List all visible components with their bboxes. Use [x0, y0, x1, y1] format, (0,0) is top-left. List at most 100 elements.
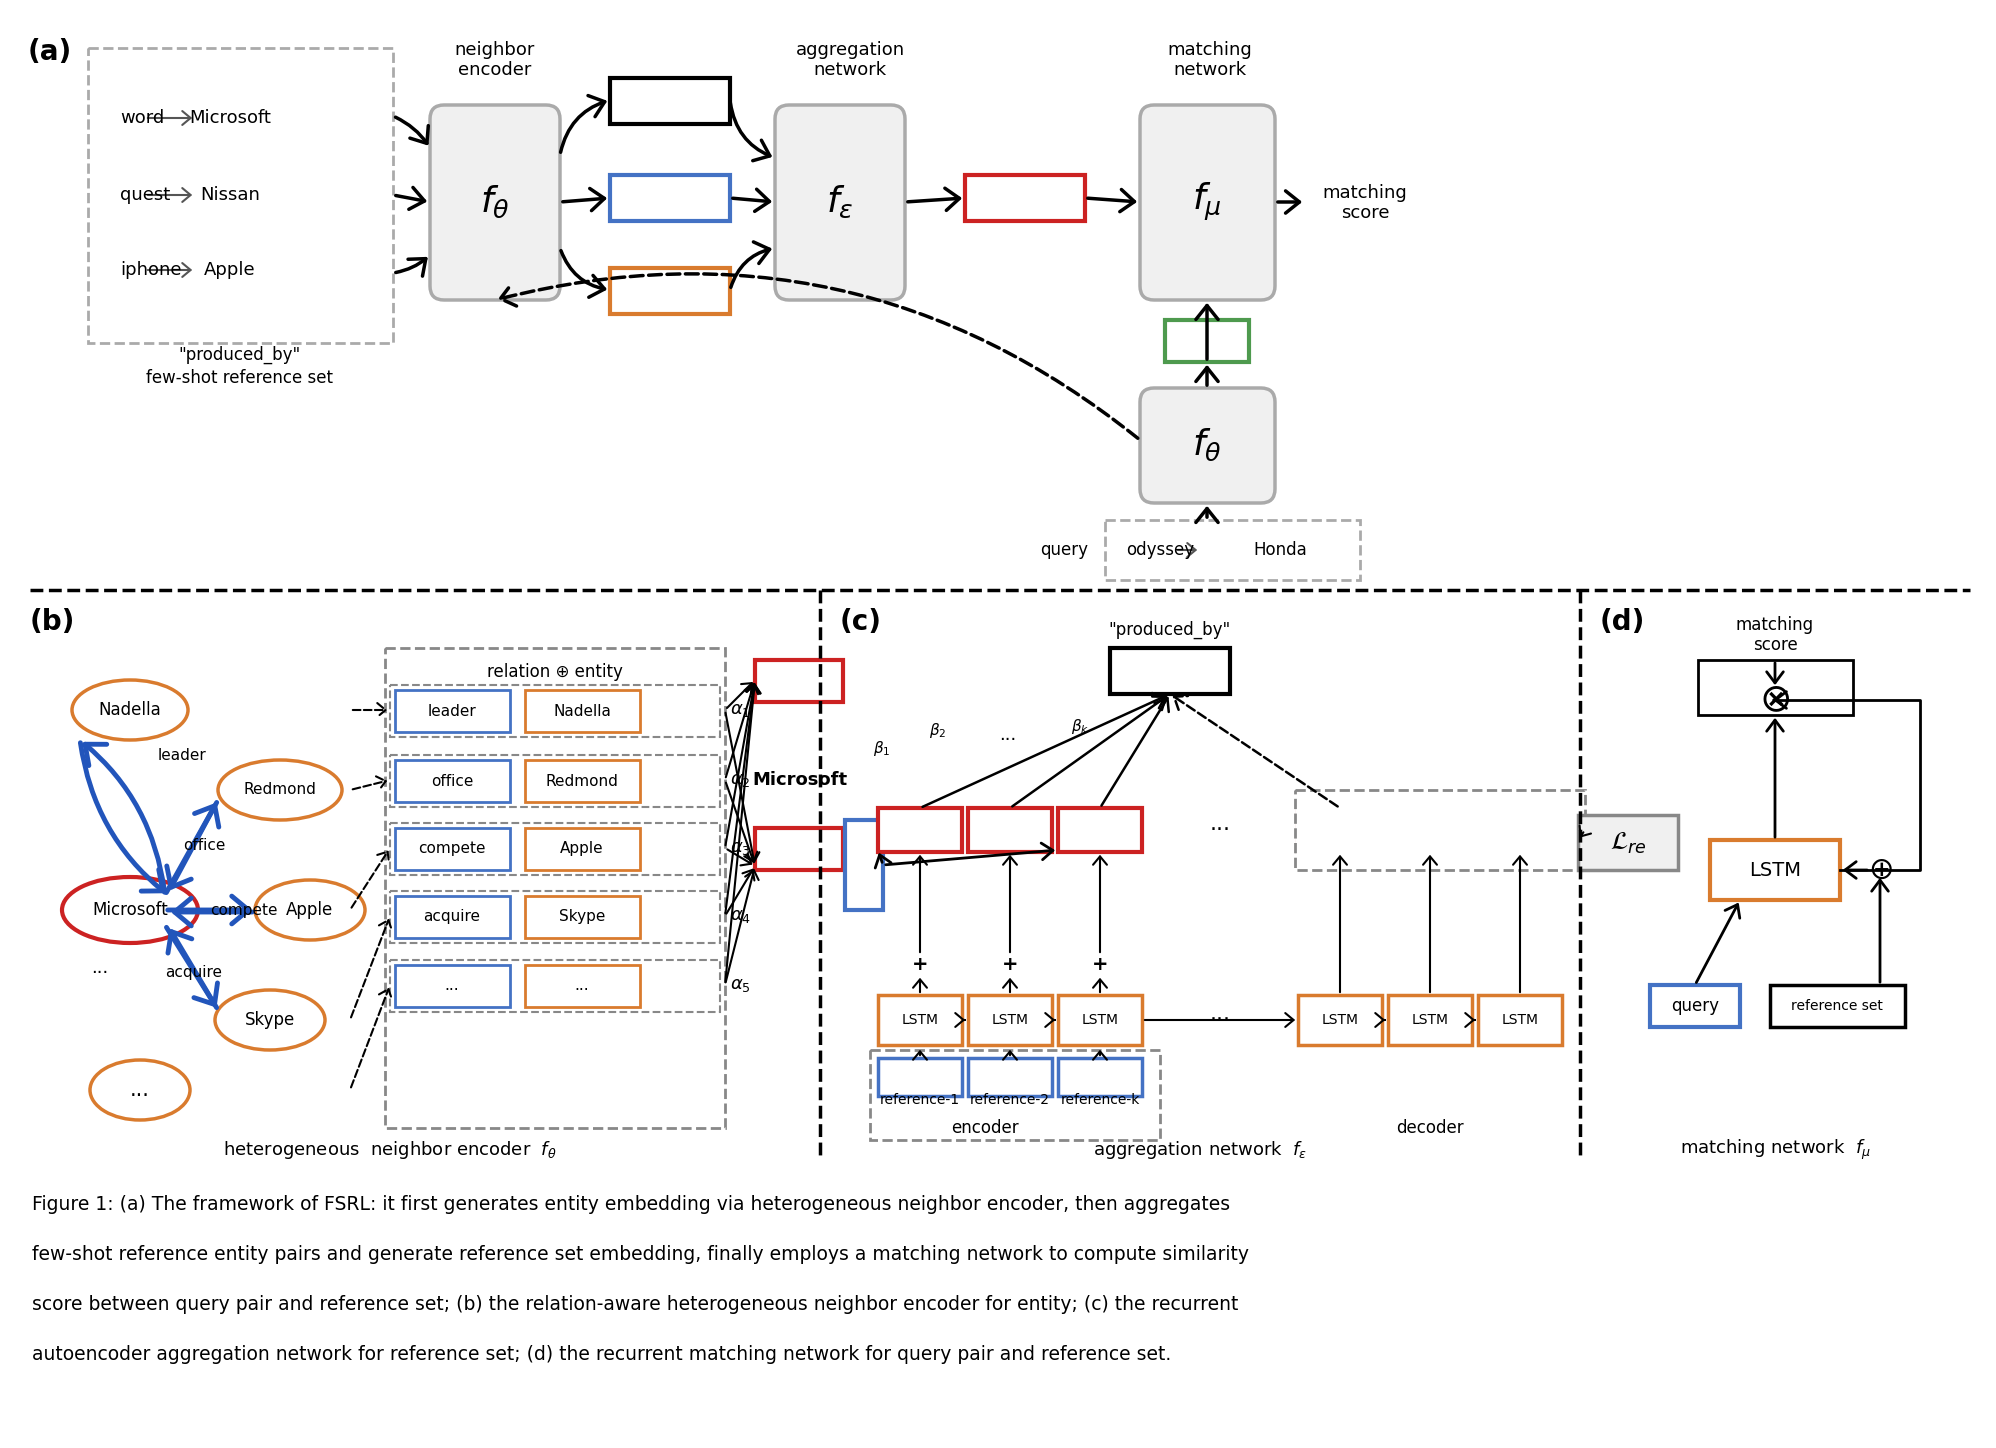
Bar [395, 691, 511, 733]
Bar [395, 896, 511, 938]
Bar [385, 649, 725, 1128]
Text: $\otimes$: $\otimes$ [1760, 681, 1790, 720]
Bar [525, 691, 641, 733]
Text: reference set: reference set [1790, 999, 1882, 1014]
Bar [389, 685, 721, 737]
Text: query: query [1040, 542, 1088, 559]
Text: LSTM: LSTM [1748, 860, 1800, 879]
Bar [611, 175, 731, 222]
Text: Honda: Honda [1253, 542, 1307, 559]
Text: ...: ... [92, 959, 108, 977]
FancyBboxPatch shape [429, 106, 561, 300]
Bar [1058, 1058, 1142, 1096]
Bar [870, 1050, 1160, 1140]
Text: (d): (d) [1601, 608, 1645, 636]
Text: $\beta_k$: $\beta_k$ [1072, 717, 1090, 736]
Text: matching network  $f_{\mu}$: matching network $f_{\mu}$ [1679, 1138, 1870, 1163]
Text: $\alpha_3$: $\alpha_3$ [731, 838, 750, 857]
Text: acquire: acquire [423, 909, 481, 924]
Text: aggregation: aggregation [796, 41, 904, 59]
Bar [525, 760, 641, 802]
Text: Figure 1: (a) The framework of FSRL: it first generates entity embedding via het: Figure 1: (a) The framework of FSRL: it … [32, 1195, 1230, 1213]
Text: +: + [1002, 956, 1018, 975]
Ellipse shape [72, 681, 188, 740]
Text: matching: matching [1168, 41, 1251, 59]
Text: matching: matching [1323, 184, 1407, 203]
Text: +: + [1092, 956, 1108, 975]
Bar [968, 1058, 1052, 1096]
Text: LSTM: LSTM [1321, 1014, 1359, 1027]
Bar [1058, 995, 1142, 1045]
Text: Nissan: Nissan [200, 185, 259, 204]
Text: Redmond: Redmond [545, 773, 619, 789]
Bar [611, 268, 731, 314]
Text: leader: leader [427, 704, 477, 718]
Text: Nadella: Nadella [553, 704, 611, 718]
Bar [1711, 840, 1840, 901]
Text: Apple: Apple [285, 901, 333, 919]
Text: $f_{\theta}$: $f_{\theta}$ [481, 184, 509, 220]
Text: aggregation network  $f_{\epsilon}$: aggregation network $f_{\epsilon}$ [1094, 1140, 1307, 1161]
Bar [525, 964, 641, 1006]
Text: reference-k: reference-k [1060, 1093, 1140, 1108]
Text: encoder: encoder [459, 61, 531, 80]
Text: few-shot reference entity pairs and generate reference set embedding, finally em: few-shot reference entity pairs and gene… [32, 1245, 1249, 1264]
Bar [878, 995, 962, 1045]
Text: "produced_by": "produced_by" [180, 346, 301, 363]
Text: office: office [431, 773, 473, 789]
Ellipse shape [255, 880, 365, 940]
FancyBboxPatch shape [1140, 106, 1275, 300]
Text: LSTM: LSTM [1411, 1014, 1449, 1027]
Bar [389, 754, 721, 807]
Ellipse shape [90, 1060, 190, 1119]
Text: reference-2: reference-2 [970, 1093, 1050, 1108]
Bar [1297, 995, 1381, 1045]
Text: neighbor: neighbor [455, 41, 535, 59]
Text: compete: compete [419, 841, 485, 857]
Bar [1579, 815, 1679, 870]
Text: matching: matching [1737, 615, 1814, 634]
Text: Apple: Apple [204, 261, 255, 279]
Text: autoencoder aggregation network for reference set; (d) the recurrent matching ne: autoencoder aggregation network for refe… [32, 1345, 1172, 1364]
Text: "produced_by": "produced_by" [1110, 621, 1232, 639]
Text: iphone: iphone [120, 261, 182, 279]
Text: decoder: decoder [1395, 1119, 1463, 1137]
Text: score: score [1752, 636, 1796, 654]
Bar [1058, 808, 1142, 851]
Bar [1166, 320, 1249, 362]
Text: ...: ... [575, 979, 589, 993]
Text: LSTM: LSTM [902, 1014, 938, 1027]
Bar [1106, 520, 1359, 581]
Bar [389, 960, 721, 1012]
Text: LSTM: LSTM [992, 1014, 1028, 1027]
Bar [1297, 808, 1381, 851]
Text: $f_{\mu}$: $f_{\mu}$ [1192, 181, 1222, 223]
Text: +: + [912, 956, 928, 975]
Text: (c): (c) [840, 608, 882, 636]
Text: encoder: encoder [952, 1119, 1018, 1137]
Text: ...: ... [1000, 725, 1016, 744]
Text: $f_{\theta}$: $f_{\theta}$ [1192, 427, 1222, 463]
Text: (a): (a) [28, 38, 72, 67]
Text: $\alpha_2$: $\alpha_2$ [731, 770, 750, 789]
Text: few-shot reference set: few-shot reference set [146, 369, 333, 387]
Text: Nadella: Nadella [98, 701, 162, 720]
Bar [754, 660, 842, 702]
Bar [1770, 985, 1904, 1027]
Text: (b): (b) [30, 608, 76, 636]
Bar [964, 175, 1086, 222]
Text: LSTM: LSTM [1082, 1014, 1118, 1027]
Bar [88, 48, 393, 343]
Text: score: score [1341, 204, 1389, 222]
Text: query: query [1671, 998, 1719, 1015]
Text: score between query pair and reference set; (b) the relation-aware heterogeneous: score between query pair and reference s… [32, 1295, 1238, 1313]
Bar [525, 828, 641, 870]
Bar [1477, 995, 1563, 1045]
Bar [844, 820, 882, 909]
Text: $\mathcal{L}_{re}$: $\mathcal{L}_{re}$ [1609, 830, 1647, 856]
Text: Microsoft: Microsoft [190, 109, 271, 127]
Bar [395, 964, 511, 1006]
Bar [1651, 985, 1741, 1027]
Text: acquire: acquire [166, 964, 222, 979]
Bar [968, 995, 1052, 1045]
